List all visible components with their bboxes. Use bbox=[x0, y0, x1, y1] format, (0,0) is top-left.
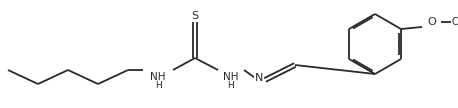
Text: H: H bbox=[228, 81, 234, 90]
Text: S: S bbox=[191, 11, 199, 21]
Text: NH: NH bbox=[223, 72, 239, 82]
Text: CH₃: CH₃ bbox=[452, 17, 458, 27]
Text: NH: NH bbox=[150, 72, 166, 82]
Text: O: O bbox=[428, 17, 436, 27]
Text: N: N bbox=[255, 73, 263, 83]
Text: H: H bbox=[155, 81, 161, 90]
